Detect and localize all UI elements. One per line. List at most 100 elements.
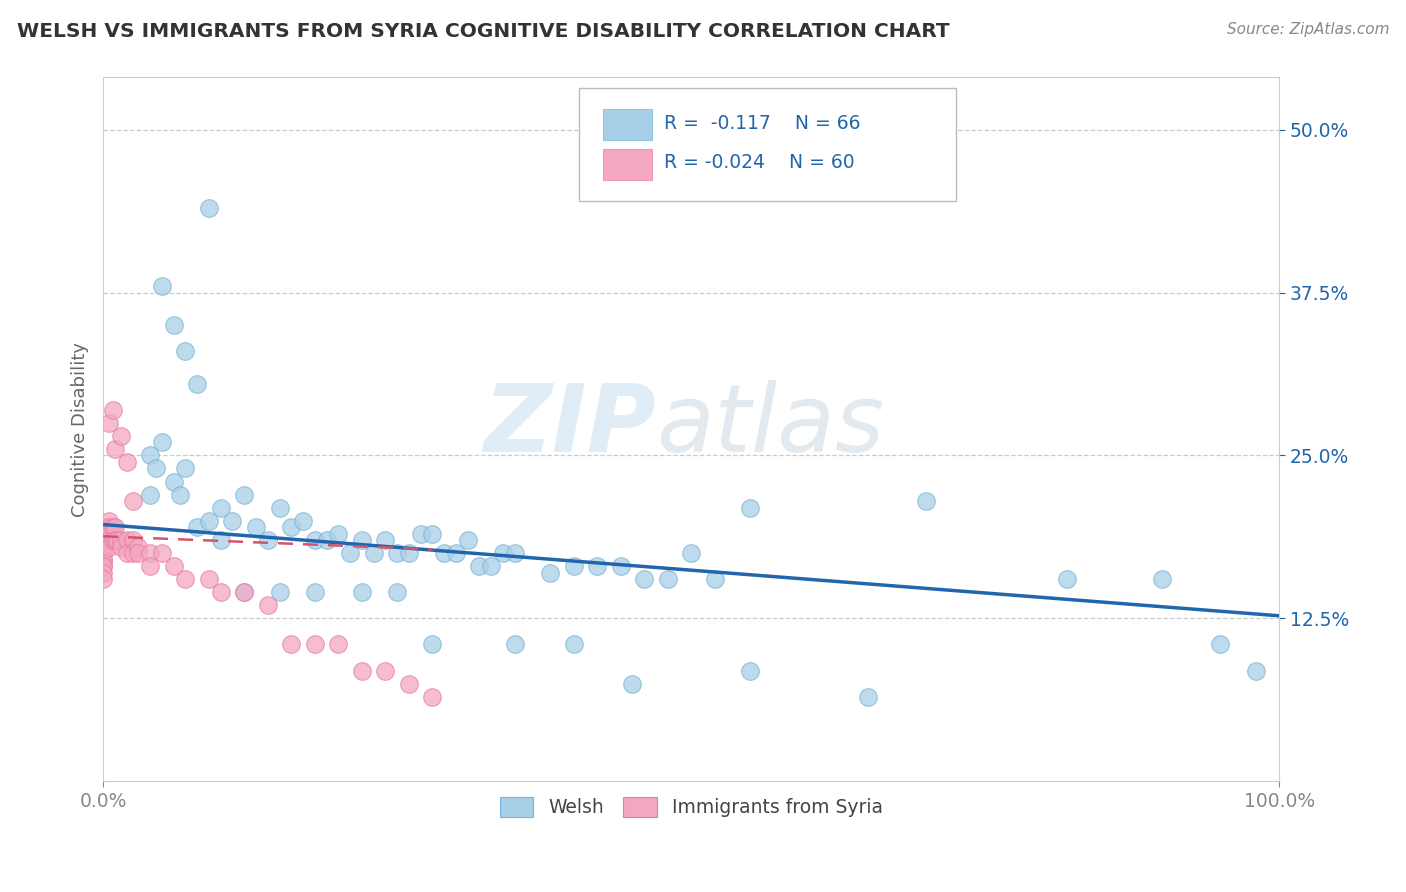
Text: Source: ZipAtlas.com: Source: ZipAtlas.com: [1226, 22, 1389, 37]
Welsh: [350, 585, 373, 599]
Welsh: [145, 461, 167, 475]
Welsh: [315, 533, 337, 548]
Immigrants from Syria: [127, 546, 149, 560]
Immigrants from Syria: [374, 664, 396, 678]
Immigrants from Syria: [98, 520, 121, 534]
Welsh: [609, 559, 631, 574]
Immigrants from Syria: [127, 540, 149, 554]
Welsh: [385, 546, 408, 560]
Immigrants from Syria: [91, 540, 114, 554]
Welsh: [198, 201, 221, 215]
Immigrants from Syria: [98, 533, 121, 548]
FancyBboxPatch shape: [603, 149, 652, 179]
Welsh: [398, 546, 420, 560]
Welsh: [163, 318, 186, 332]
Immigrants from Syria: [91, 526, 114, 541]
Welsh: [422, 638, 444, 652]
Immigrants from Syria: [121, 533, 143, 548]
Welsh: [492, 546, 515, 560]
Welsh: [915, 494, 938, 508]
Immigrants from Syria: [91, 540, 114, 554]
Welsh: [150, 435, 173, 450]
Immigrants from Syria: [91, 553, 114, 567]
Immigrants from Syria: [398, 676, 420, 690]
Welsh: [245, 520, 267, 534]
Immigrants from Syria: [91, 540, 114, 554]
Immigrants from Syria: [110, 429, 132, 443]
Immigrants from Syria: [150, 546, 173, 560]
Immigrants from Syria: [115, 546, 138, 560]
Welsh: [256, 533, 278, 548]
FancyBboxPatch shape: [579, 88, 956, 201]
Welsh: [457, 533, 479, 548]
Welsh: [233, 585, 256, 599]
Immigrants from Syria: [121, 494, 143, 508]
Immigrants from Syria: [105, 533, 128, 548]
Welsh: [174, 461, 197, 475]
Welsh: [198, 514, 221, 528]
Welsh: [221, 514, 243, 528]
Welsh: [444, 546, 467, 560]
Legend: Welsh, Immigrants from Syria: Welsh, Immigrants from Syria: [492, 789, 890, 825]
Immigrants from Syria: [110, 533, 132, 548]
Immigrants from Syria: [115, 533, 138, 548]
Welsh: [633, 572, 655, 586]
Welsh: [304, 533, 326, 548]
Immigrants from Syria: [174, 572, 197, 586]
Welsh: [1244, 664, 1267, 678]
Welsh: [1150, 572, 1173, 586]
Welsh: [139, 487, 162, 501]
Welsh: [538, 566, 561, 580]
Text: ZIP: ZIP: [484, 380, 655, 472]
Immigrants from Syria: [104, 520, 127, 534]
Immigrants from Syria: [139, 546, 162, 560]
Text: R =  -0.117    N = 66: R = -0.117 N = 66: [664, 113, 860, 133]
Welsh: [433, 546, 456, 560]
Welsh: [209, 500, 232, 515]
Immigrants from Syria: [91, 546, 114, 560]
Immigrants from Syria: [139, 559, 162, 574]
Welsh: [422, 526, 444, 541]
Welsh: [269, 500, 291, 515]
Immigrants from Syria: [121, 546, 143, 560]
Immigrants from Syria: [91, 553, 114, 567]
Immigrants from Syria: [163, 559, 186, 574]
Text: atlas: atlas: [655, 380, 884, 471]
Welsh: [738, 664, 761, 678]
Immigrants from Syria: [98, 514, 121, 528]
Immigrants from Syria: [256, 599, 278, 613]
Welsh: [304, 585, 326, 599]
Immigrants from Syria: [91, 533, 114, 548]
Welsh: [374, 533, 396, 548]
Immigrants from Syria: [91, 566, 114, 580]
Y-axis label: Cognitive Disability: Cognitive Disability: [72, 342, 89, 516]
Welsh: [681, 546, 703, 560]
Welsh: [163, 475, 186, 489]
Immigrants from Syria: [98, 540, 121, 554]
Immigrants from Syria: [91, 540, 114, 554]
Immigrants from Syria: [209, 585, 232, 599]
Immigrants from Syria: [328, 638, 350, 652]
Immigrants from Syria: [91, 559, 114, 574]
Welsh: [621, 676, 644, 690]
Welsh: [657, 572, 679, 586]
Text: WELSH VS IMMIGRANTS FROM SYRIA COGNITIVE DISABILITY CORRELATION CHART: WELSH VS IMMIGRANTS FROM SYRIA COGNITIVE…: [17, 22, 949, 41]
Welsh: [503, 546, 526, 560]
FancyBboxPatch shape: [603, 109, 652, 140]
Immigrants from Syria: [104, 533, 127, 548]
Immigrants from Syria: [233, 585, 256, 599]
Immigrants from Syria: [101, 520, 124, 534]
Welsh: [169, 487, 191, 501]
Welsh: [292, 514, 315, 528]
Immigrants from Syria: [115, 455, 138, 469]
Immigrants from Syria: [91, 553, 114, 567]
Welsh: [350, 533, 373, 548]
Welsh: [339, 546, 361, 560]
Welsh: [233, 487, 256, 501]
Immigrants from Syria: [104, 442, 127, 456]
Immigrants from Syria: [101, 533, 124, 548]
Immigrants from Syria: [91, 546, 114, 560]
Welsh: [186, 520, 208, 534]
Welsh: [1209, 638, 1232, 652]
Welsh: [409, 526, 432, 541]
